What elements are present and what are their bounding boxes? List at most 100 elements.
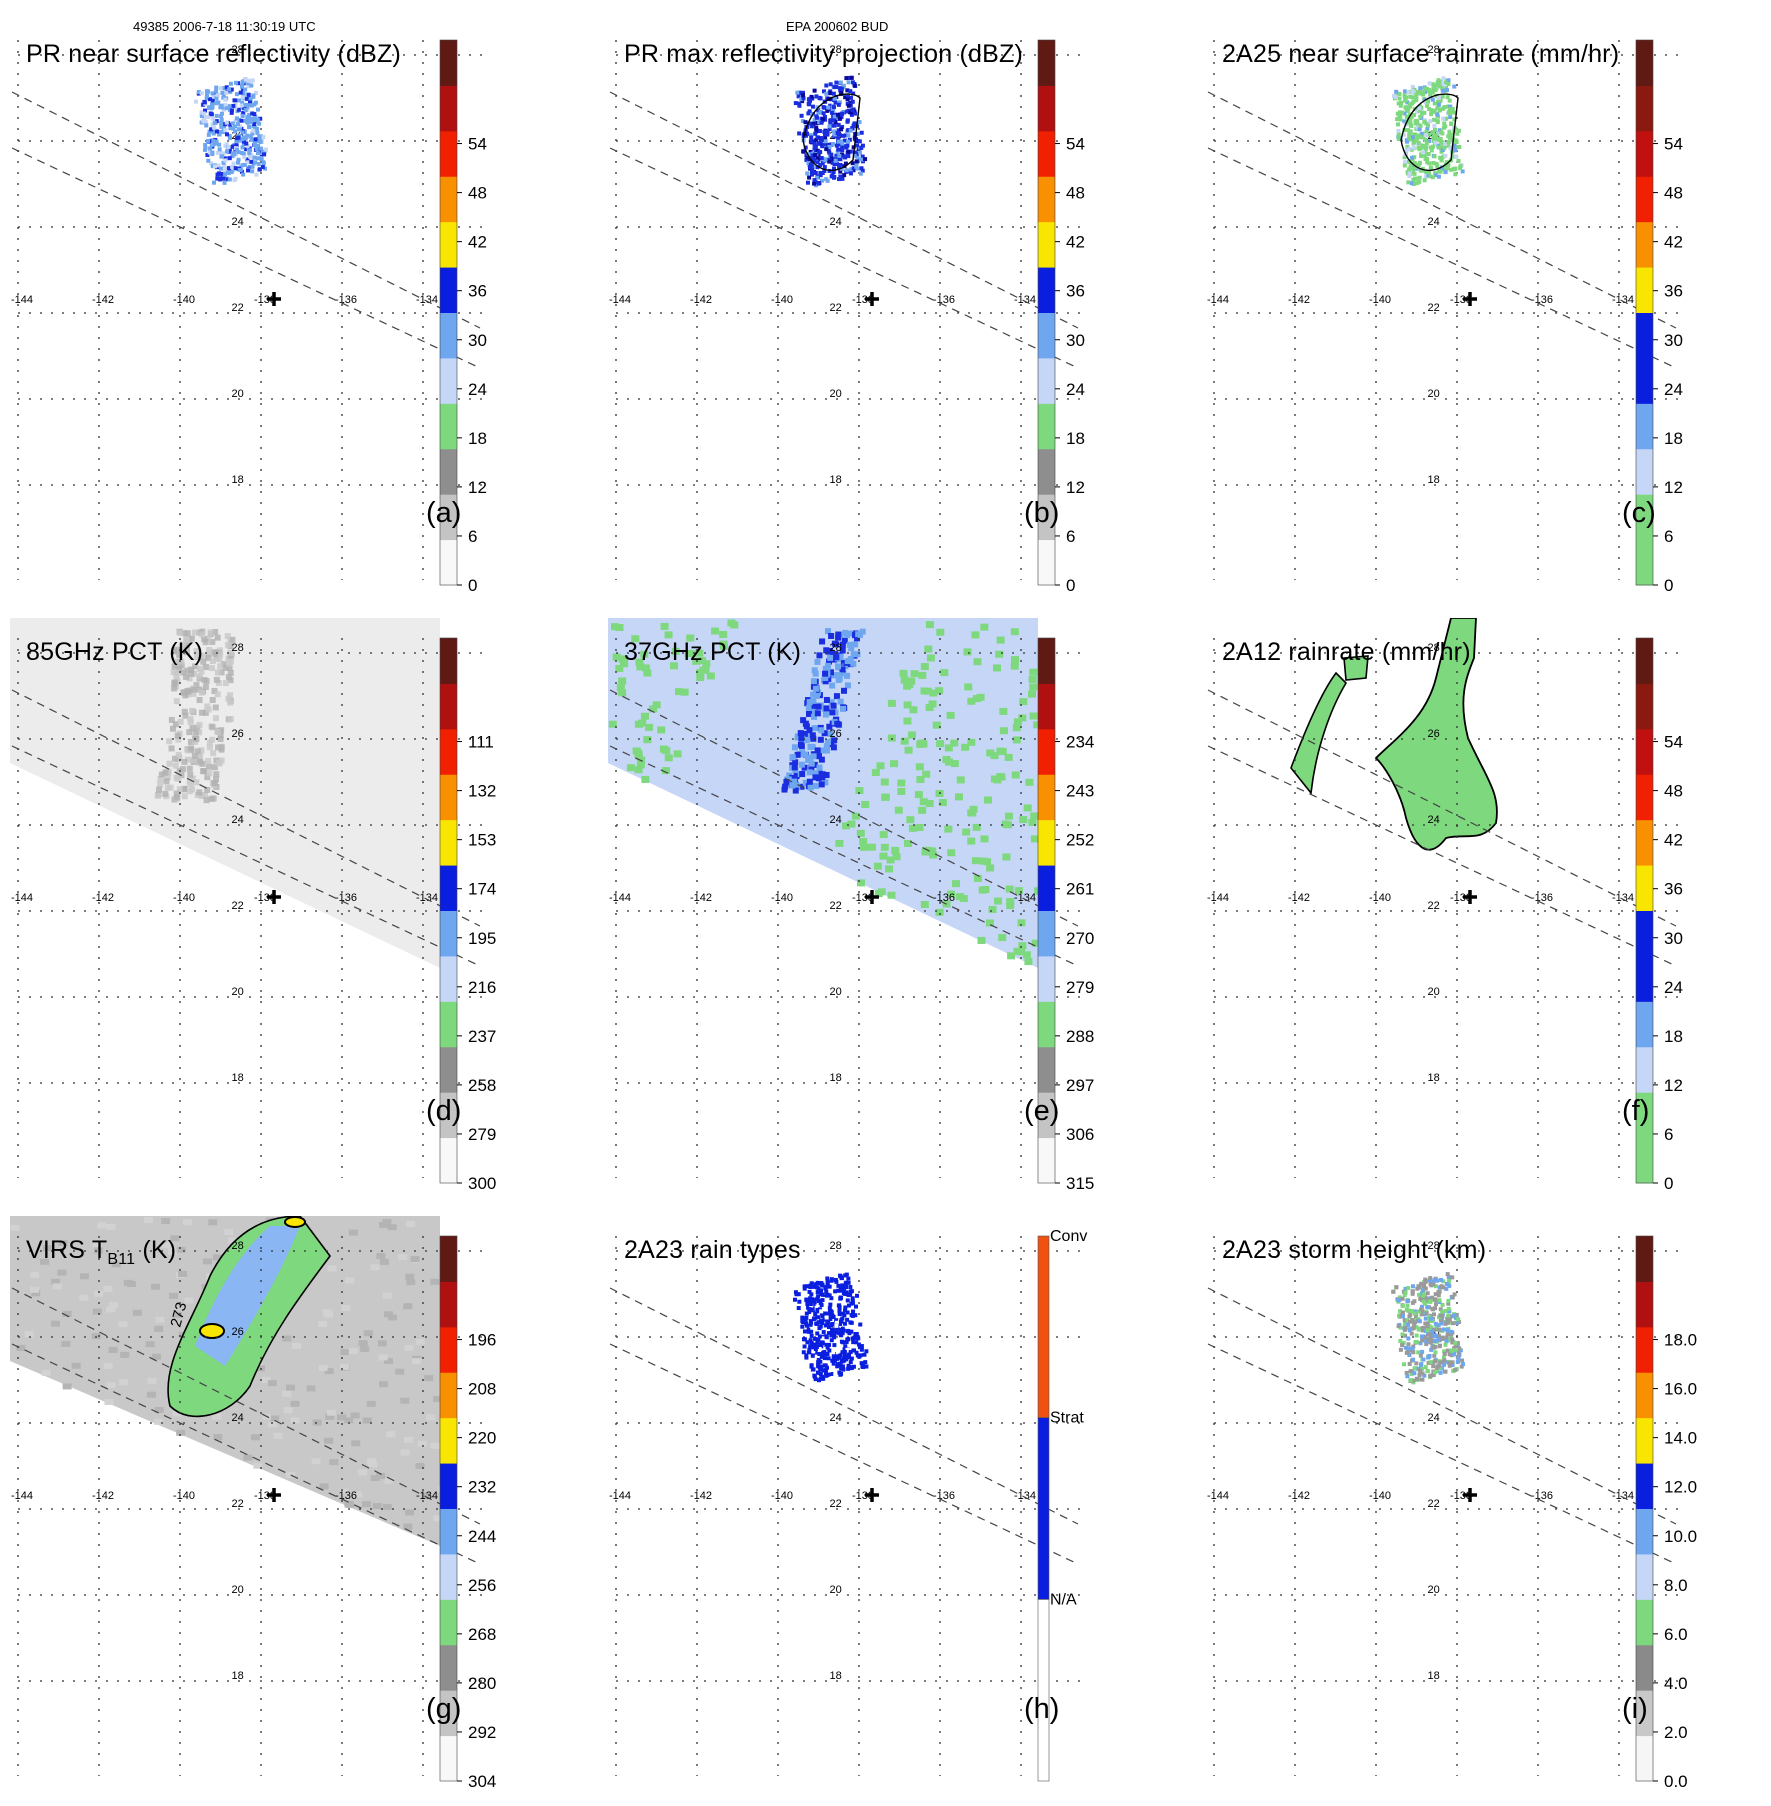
colorbar-segment [440,221,457,268]
map-grid: -144 -142 -140 -138 -136 -134 28 26 24 22 20 18 [11,638,490,1178]
colorbar-segment [1038,1046,1055,1093]
colorbar-segment [440,910,457,957]
lat-tick-label: 22 [232,302,244,314]
lon-tick-label: -144 [11,1490,33,1502]
pr-echo [1391,1272,1465,1385]
swath-edge-line [11,745,481,967]
colorbar-tick-label: 6 [1066,527,1075,546]
colorbar-tick-label: 48 [1664,184,1683,203]
colorbar-tick-label: 261 [1066,880,1094,899]
colorbar-tick-label: 132 [468,782,496,801]
colorbar-segment [1038,85,1055,132]
colorbar-tick-label: 24 [1664,978,1683,997]
contour-label: 273 [167,1300,190,1329]
panel-b: -144-142-140-138-136-1342826242220180612… [598,20,1178,610]
lat-tick-label: 20 [1428,1584,1440,1596]
colorbar: 0 6 12 18 24 30 36 42 48 54 [1635,39,1683,595]
colorbar-segment [1038,312,1055,359]
title-subscript: B11 [107,1251,136,1268]
colorbar-segment [1636,1236,1653,1282]
lat-tick-label: 28 [830,44,842,56]
colorbar-segment [440,1690,457,1737]
colorbar-segment [440,728,457,775]
colorbar-category-label: Conv [1050,1228,1087,1245]
lon-tick-label: -136 [335,1490,357,1502]
panel-title: 2A25 near surface rainrate (mm/hr) [1222,40,1620,68]
colorbar-segment [440,1372,457,1419]
panel-title: PR near surface reflectivity (dBZ) [26,40,401,68]
map-plot: -144-142-140-138-136-134282624222018N/AS… [609,1228,1088,1782]
colorbar-tick-label: 256 [468,1576,496,1595]
lat-tick-label: 24 [830,216,842,228]
map-plot: -144-142-140-138-136-1342826242220180612… [609,39,1088,595]
colorbar-tick-label: 36 [1664,282,1683,301]
lat-tick-label: 20 [830,986,842,998]
colorbar-segment [1636,1372,1653,1419]
colorbar-tick-label: 111 [468,733,494,752]
panel-title: 2A23 rain types [624,1236,801,1264]
colorbar-segment [440,494,457,541]
lon-tick-label: -138 [1450,294,1472,306]
lon-tick-label: -140 [173,1490,195,1502]
lat-tick-label: 22 [830,302,842,314]
colorbar-tick-label: 244 [468,1527,496,1546]
panel-title: 2A23 storm height (km) [1222,1236,1487,1264]
lon-tick-label: -136 [933,294,955,306]
colorbar-tick-label: 16.0 [1664,1380,1697,1399]
lat-tick-label: 18 [232,1670,244,1682]
title-unit: (K) [135,1236,177,1264]
colorbar: 0 6 12 18 24 30 36 42 48 54 [1037,39,1085,595]
map-plot: 273 -144 -142 -140 -138 -136 -134 28 26 24 22 20 18 3… [10,1216,496,1791]
colorbar-tick-label: 6 [1664,527,1673,546]
colorbar-segment [1037,1417,1050,1600]
lat-tick-label: 18 [232,474,244,486]
colorbar-segment [1636,130,1653,177]
swath-edge-line [11,689,481,927]
lat-tick-label: 18 [1428,1072,1440,1084]
colorbar-segment [440,130,457,177]
colorbar: 300 279 258 237 216 195 174 153 132 111 [439,637,496,1193]
lon-tick-label: -142 [92,1490,114,1502]
colorbar-segment [1636,312,1653,359]
tmi-swath: 273 [10,1216,449,1546]
colorbar-tick-label: 0 [1066,576,1075,595]
colorbar-segment [1038,638,1055,684]
map-grid: -144 -142 -140 -138 -136 -134 28 26 24 22 20 18 [609,638,1088,1178]
colorbar-segment [1636,1735,1653,1782]
lon-tick-label: -142 [1288,892,1310,904]
storm-center-marker [267,1488,281,1502]
panel-label: (i) [1622,1693,1648,1725]
lat-tick-label: 20 [1428,388,1440,400]
pr-echo [193,77,268,185]
lat-tick-label: 22 [1428,900,1440,912]
colorbar-tick-label: 54 [1664,135,1683,154]
lon-tick-label: -138 [852,892,874,904]
colorbar-segment [1038,221,1055,268]
lat-tick-label: 24 [1428,1412,1440,1424]
colorbar-segment [1636,357,1653,404]
colorbar-segment [440,819,457,866]
colorbar-segment [1038,130,1055,177]
colorbar-segment [440,1735,457,1782]
panel-label: (b) [1024,497,1060,529]
panel-title: 85GHz PCT (K) [26,638,204,666]
swath-edge-line [1207,745,1677,967]
lon-tick-label: -140 [1369,1490,1391,1502]
colorbar-segment [1037,1599,1050,1782]
colorbar-tick-label: 42 [1664,233,1683,252]
lon-tick-label: -144 [609,892,631,904]
pr-echo [1391,76,1465,186]
colorbar-segment [1636,403,1653,450]
lat-tick-label: 24 [232,814,244,826]
colorbar-tick-label: 270 [1066,929,1094,948]
colorbar-segment [440,1001,457,1048]
lat-tick-label: 28 [830,642,842,654]
colorbar-tick-label: 237 [468,1027,496,1046]
tmi-swath [1290,618,1498,851]
lon-tick-label: -142 [92,892,114,904]
colorbar-segment [1636,1281,1653,1328]
colorbar-tick-label: 12 [1664,478,1683,497]
colorbar-segment [440,1137,457,1184]
colorbar-segment [1038,40,1055,86]
